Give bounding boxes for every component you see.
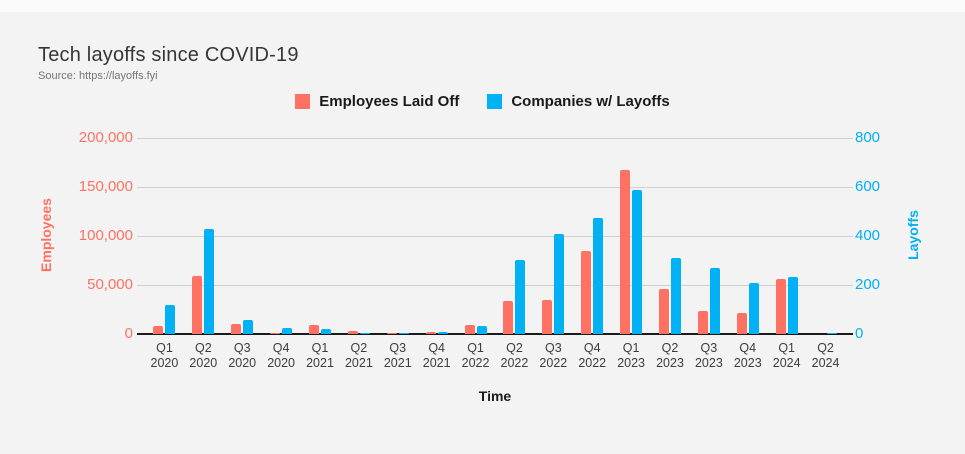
legend-swatch-red [295, 94, 311, 109]
x-tick-label: Q1 2024 [772, 341, 801, 370]
y-left-tick-label: 150,000 [78, 178, 133, 195]
bar-employees-Q4-2022[interactable] [581, 251, 592, 334]
top-strip [0, 0, 965, 12]
bar-employees-Q1-2024[interactable] [775, 279, 786, 334]
bar-companies-Q1-2024[interactable] [787, 277, 798, 334]
x-tick-label: Q3 2020 [228, 341, 257, 370]
legend-swatch-blue [487, 94, 503, 109]
y-axis-title-employees: Employees [38, 198, 54, 272]
bar-companies-Q1-2021[interactable] [321, 329, 331, 334]
x-tick-label: Q3 2021 [383, 341, 412, 370]
bar-companies-Q2-2020[interactable] [204, 229, 215, 334]
bar-companies-Q3-2023[interactable] [709, 268, 720, 334]
y-left-tick-label: 50,000 [87, 276, 133, 293]
y-right-tick-label: 400 [855, 227, 881, 244]
y-axis-title-layoffs: Layoffs [905, 210, 921, 260]
gridline [137, 187, 853, 188]
bar-employees-Q1-2023[interactable] [620, 170, 631, 334]
bar-companies-Q4-2023[interactable] [748, 283, 759, 334]
y-left-tick-label: 200,000 [78, 129, 133, 146]
bar-companies-Q3-2021[interactable] [398, 333, 409, 334]
bar-companies-Q1-2022[interactable] [476, 326, 487, 334]
bar-employees-Q3-2023[interactable] [697, 311, 708, 334]
bar-employees-Q4-2020[interactable] [270, 333, 281, 334]
x-tick-label: Q4 2021 [422, 341, 451, 370]
y-right-tick-label: 200 [855, 276, 881, 293]
bar-employees-Q1-2020[interactable] [153, 326, 164, 334]
x-tick-label: Q1 2023 [617, 341, 646, 370]
x-tick-label: Q2 2021 [344, 341, 373, 370]
y-left-tick-label: 100,000 [78, 227, 133, 244]
bar-employees-Q3-2022[interactable] [542, 300, 553, 334]
bar-companies-Q2-2022[interactable] [515, 260, 526, 334]
chart-source: Source: https://layoffs.fyi [38, 70, 158, 82]
chart-title: Tech layoffs since COVID-19 [38, 44, 299, 66]
x-tick-label: Q2 2023 [656, 341, 684, 370]
bar-companies-Q4-2021[interactable] [437, 332, 448, 334]
bar-employees-Q2-2022[interactable] [503, 301, 514, 334]
y-left-tick-label: 0 [124, 325, 133, 342]
x-tick-label: Q2 2022 [500, 341, 529, 370]
bar-companies-Q1-2020[interactable] [165, 305, 176, 334]
y-right-tick-label: 800 [855, 129, 881, 146]
x-tick-label: Q3 2023 [694, 341, 723, 370]
x-tick-label: Q4 2023 [733, 341, 762, 370]
x-tick-label: Q4 2020 [267, 341, 296, 370]
y-right-tick-label: 600 [855, 178, 881, 195]
gridline [137, 236, 853, 237]
bar-employees-Q2-2021[interactable] [347, 331, 358, 334]
x-tick-label: Q2 2024 [811, 341, 840, 370]
legend: Employees Laid Off Companies w/ Layoffs [0, 93, 965, 110]
bar-employees-Q2-2023[interactable] [659, 289, 669, 334]
bar-companies-Q2-2023[interactable] [671, 258, 681, 334]
bar-employees-Q1-2022[interactable] [464, 325, 475, 334]
bar-companies-Q1-2023[interactable] [632, 190, 643, 334]
gridline [137, 138, 853, 139]
x-tick-label: Q2 2020 [189, 341, 218, 370]
y-right-tick-label: 0 [855, 325, 864, 342]
bar-companies-Q4-2022[interactable] [593, 218, 604, 334]
x-tick-label: Q1 2022 [461, 341, 490, 370]
x-tick-label: Q3 2022 [539, 341, 568, 370]
legend-label: Employees Laid Off [319, 93, 460, 110]
bar-employees-Q1-2021[interactable] [309, 325, 319, 334]
x-tick-label: Q1 2020 [150, 341, 179, 370]
x-tick-label: Q4 2022 [578, 341, 607, 370]
x-axis-line [137, 333, 853, 335]
bar-companies-Q3-2022[interactable] [554, 234, 565, 334]
x-axis-title-time: Time [478, 388, 512, 404]
bar-employees-Q4-2021[interactable] [425, 332, 436, 334]
bar-employees-Q2-2020[interactable] [192, 276, 203, 334]
legend-item-companies[interactable]: Companies w/ Layoffs [487, 93, 670, 110]
bar-companies-Q4-2020[interactable] [282, 328, 293, 334]
bar-companies-Q2-2021[interactable] [359, 333, 370, 334]
bar-employees-Q4-2023[interactable] [736, 313, 747, 334]
bar-companies-Q2-2024[interactable] [826, 333, 837, 334]
x-tick-label: Q1 2021 [306, 341, 334, 370]
bar-employees-Q3-2021[interactable] [386, 333, 397, 334]
gridline [137, 285, 853, 286]
bar-companies-Q3-2020[interactable] [243, 320, 254, 334]
legend-item-employees[interactable]: Employees Laid Off [295, 93, 459, 110]
legend-label: Companies w/ Layoffs [511, 93, 670, 110]
bar-employees-Q3-2020[interactable] [231, 324, 242, 334]
